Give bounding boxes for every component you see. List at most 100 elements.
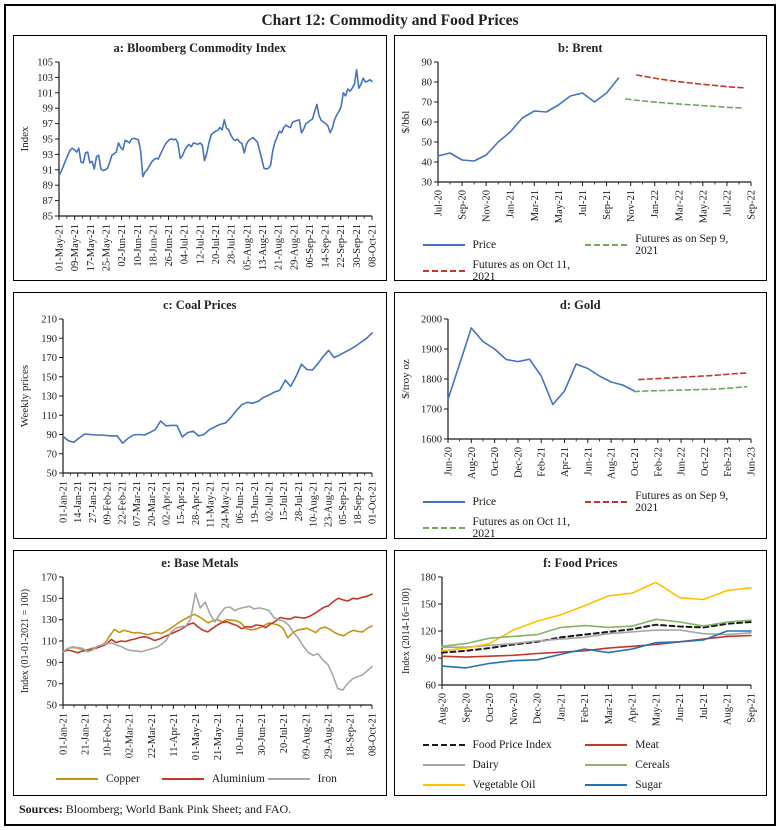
sources-label: Sources: bbox=[19, 802, 63, 816]
panel-grid: a: Bloomberg Commodity Index 85 87 89 91 93 9… bbox=[13, 35, 767, 796]
x-tick-label: 18-Sep-21 bbox=[353, 481, 364, 525]
legend-line-swatch bbox=[422, 501, 465, 503]
y-tick-label: 170 bbox=[42, 573, 58, 584]
y-tick-label: 60 bbox=[421, 118, 432, 129]
y-tick-label: 105 bbox=[38, 58, 54, 69]
x-tick-label: 05-Aug-21 bbox=[243, 224, 254, 270]
y-tick-label: 210 bbox=[42, 315, 58, 326]
legend-line-swatch bbox=[56, 778, 98, 780]
series-price bbox=[446, 327, 635, 406]
legend-label: Price bbox=[472, 496, 497, 508]
x-tick-label: 10-Jun-21 bbox=[133, 224, 144, 267]
legend-f: Food Price Index Meat Dairy Cereals Vegetabl… bbox=[422, 736, 749, 794]
y-tick-label: 97 bbox=[43, 119, 54, 130]
x-tick-label: 10-Feb-21 bbox=[103, 713, 114, 757]
legend-label: Futures as on Oct 11, 2021 bbox=[472, 516, 571, 539]
y-tick-label: 90 bbox=[425, 654, 436, 665]
axes: 1600 1700 1800 1900 2000 Jun-20 Aug-20 Oct-20 De… bbox=[400, 315, 758, 480]
legend-line-swatch bbox=[161, 778, 204, 780]
x-tick-label: 10-Aug-21 bbox=[309, 481, 320, 527]
y-tick-label: 1800 bbox=[421, 375, 442, 386]
x-tick-label: 21-Aug-21 bbox=[274, 224, 285, 270]
legend-label: Food Price Index bbox=[472, 739, 552, 751]
legend-item-meat: Meat bbox=[585, 736, 748, 754]
y-tick-label: 150 bbox=[42, 372, 58, 383]
series-iron bbox=[62, 592, 374, 691]
y-tick-label: 1700 bbox=[421, 405, 442, 416]
legend-label: Dairy bbox=[472, 759, 499, 771]
x-tick-label: 29-Aug-21 bbox=[324, 713, 335, 759]
x-tick-label: Jan-22 bbox=[650, 190, 661, 218]
x-tick-label: 01-Oct-21 bbox=[368, 481, 379, 524]
sources-note: Sources: Bloomberg; World Bank Pink Shee… bbox=[19, 802, 767, 817]
x-tick-label: 11-Apr-21 bbox=[169, 713, 180, 757]
x-tick-label: Aug-20 bbox=[437, 693, 448, 725]
x-tick-label: Jun-21 bbox=[583, 447, 594, 476]
panel-e-title: e: Base Metals bbox=[161, 556, 239, 570]
x-tick-label: 02-Apr-21 bbox=[162, 481, 173, 525]
legend-line-swatch bbox=[585, 501, 628, 503]
x-tick-label: 17-May-21 bbox=[86, 224, 97, 271]
x-tick-label: 09-Feb-21 bbox=[103, 481, 114, 525]
x-tick-label: Nov-21 bbox=[626, 190, 637, 222]
legend-b: Price Futures as on Sep 9, 2021 Futures as… bbox=[422, 233, 749, 280]
x-tick-label: Nov-20 bbox=[481, 190, 492, 222]
legend-line-swatch bbox=[422, 270, 465, 272]
x-tick-label: 20-Jul-21 bbox=[211, 224, 222, 264]
y-tick-label: 190 bbox=[42, 334, 58, 345]
x-tick-label: 28-Jul-21 bbox=[227, 224, 238, 264]
x-tick-label: 02-Jul-21 bbox=[265, 481, 276, 521]
x-tick-label: 28-Apr-21 bbox=[191, 481, 202, 525]
x-tick-label: 30-Jun-21 bbox=[257, 713, 268, 756]
panel-d-title: d: Gold bbox=[559, 298, 601, 312]
x-tick-label: 01-Jan-21 bbox=[59, 481, 70, 523]
x-tick-label: Aug-21 bbox=[606, 447, 617, 479]
y-tick-label: 130 bbox=[42, 615, 58, 626]
series-food-price-index bbox=[440, 621, 752, 654]
x-tick-label: Sep-22 bbox=[746, 190, 757, 220]
series-price bbox=[436, 77, 620, 162]
x-tick-label: 08-Oct-21 bbox=[368, 224, 379, 267]
x-tick-label: 30-Sep-21 bbox=[352, 224, 363, 268]
legend-item-cereals: Cereals bbox=[585, 756, 748, 774]
y-tick-label: 101 bbox=[38, 88, 54, 99]
panel-d: d: Gold 1600 1700 1800 1900 2000 Jun-20 Aug-20… bbox=[393, 292, 767, 539]
x-tick-label: May-21 bbox=[651, 693, 662, 726]
panel-a-title: a: Bloomberg Commodity Index bbox=[113, 41, 287, 55]
legend-item-copper: Copper bbox=[56, 770, 162, 788]
y-tick-label: 89 bbox=[43, 181, 54, 192]
y-tick-label: 40 bbox=[421, 158, 432, 169]
x-tick-label: Jul-21 bbox=[699, 693, 710, 719]
panel-f-title: f: Food Prices bbox=[543, 556, 618, 570]
x-tick-label: 02-Jun-21 bbox=[117, 224, 128, 267]
x-tick-label: Apr-21 bbox=[560, 447, 571, 477]
x-tick-label: Feb-22 bbox=[653, 447, 664, 477]
legend-line-swatch bbox=[422, 764, 465, 766]
x-tick-label: 23-Aug-21 bbox=[324, 481, 335, 527]
series-futures-as-on-oct-11-2021 bbox=[635, 74, 745, 89]
x-tick-label: Jul-22 bbox=[722, 190, 733, 216]
legend-item-dairy: Dairy bbox=[422, 756, 586, 774]
panel-e: e: Base Metals 50 70 90 110 130 150 170 01-Jan-… bbox=[13, 550, 387, 796]
x-tick-label: 29-Aug-21 bbox=[290, 224, 301, 270]
axes: 50 70 90 110 130 150 170 190 210 01-Jan-21 14-Jan-… bbox=[19, 315, 379, 529]
x-tick-label: 07-Mar-21 bbox=[132, 481, 143, 526]
legend-line-swatch bbox=[585, 784, 628, 786]
x-tick-label: Oct-21 bbox=[630, 447, 641, 476]
legend-item-futures-as-on-sep-9-2021: Futures as on Sep 9, 2021 bbox=[585, 233, 748, 257]
legend-line-swatch bbox=[267, 778, 310, 780]
x-tick-label: Feb-21 bbox=[536, 447, 547, 477]
x-tick-label: 25-May-21 bbox=[102, 224, 113, 271]
x-tick-label: Jan-21 bbox=[556, 693, 567, 721]
y-tick-label: 70 bbox=[47, 679, 58, 690]
x-tick-label: 22-Feb-21 bbox=[118, 481, 129, 525]
chart-a-svg: 85 87 89 91 93 95 97 99 101 103 105 01-May-21 09-May… bbox=[19, 58, 379, 272]
legend-item-futures-as-on-oct-11-2021: Futures as on Oct 11, 2021 bbox=[422, 259, 586, 280]
chart-b-svg: 30 40 50 60 70 80 90 Jul-20 Sep-20 Nov-20 Jan-21 Ma… bbox=[400, 58, 758, 224]
x-tick-label: Jul-21 bbox=[578, 190, 589, 216]
x-tick-label: 05-Sep-21 bbox=[338, 481, 349, 525]
series-vegetable-oil bbox=[440, 581, 752, 652]
x-tick-label: 01-May-21 bbox=[191, 713, 202, 760]
x-tick-label: 10-Jun-21 bbox=[235, 713, 246, 756]
y-tick-label: 70 bbox=[47, 449, 58, 460]
